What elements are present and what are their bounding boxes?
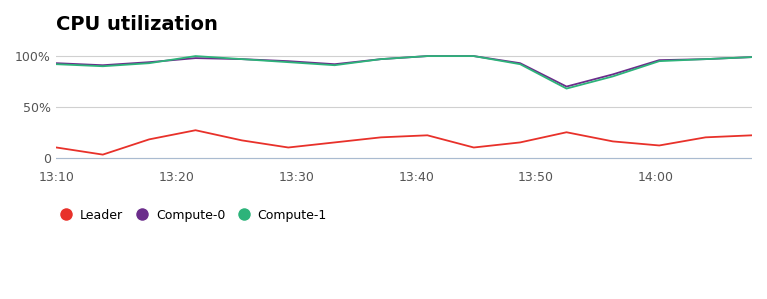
Legend: Leader, Compute-0, Compute-1: Leader, Compute-0, Compute-1 <box>63 209 327 222</box>
Text: CPU utilization: CPU utilization <box>57 15 219 34</box>
